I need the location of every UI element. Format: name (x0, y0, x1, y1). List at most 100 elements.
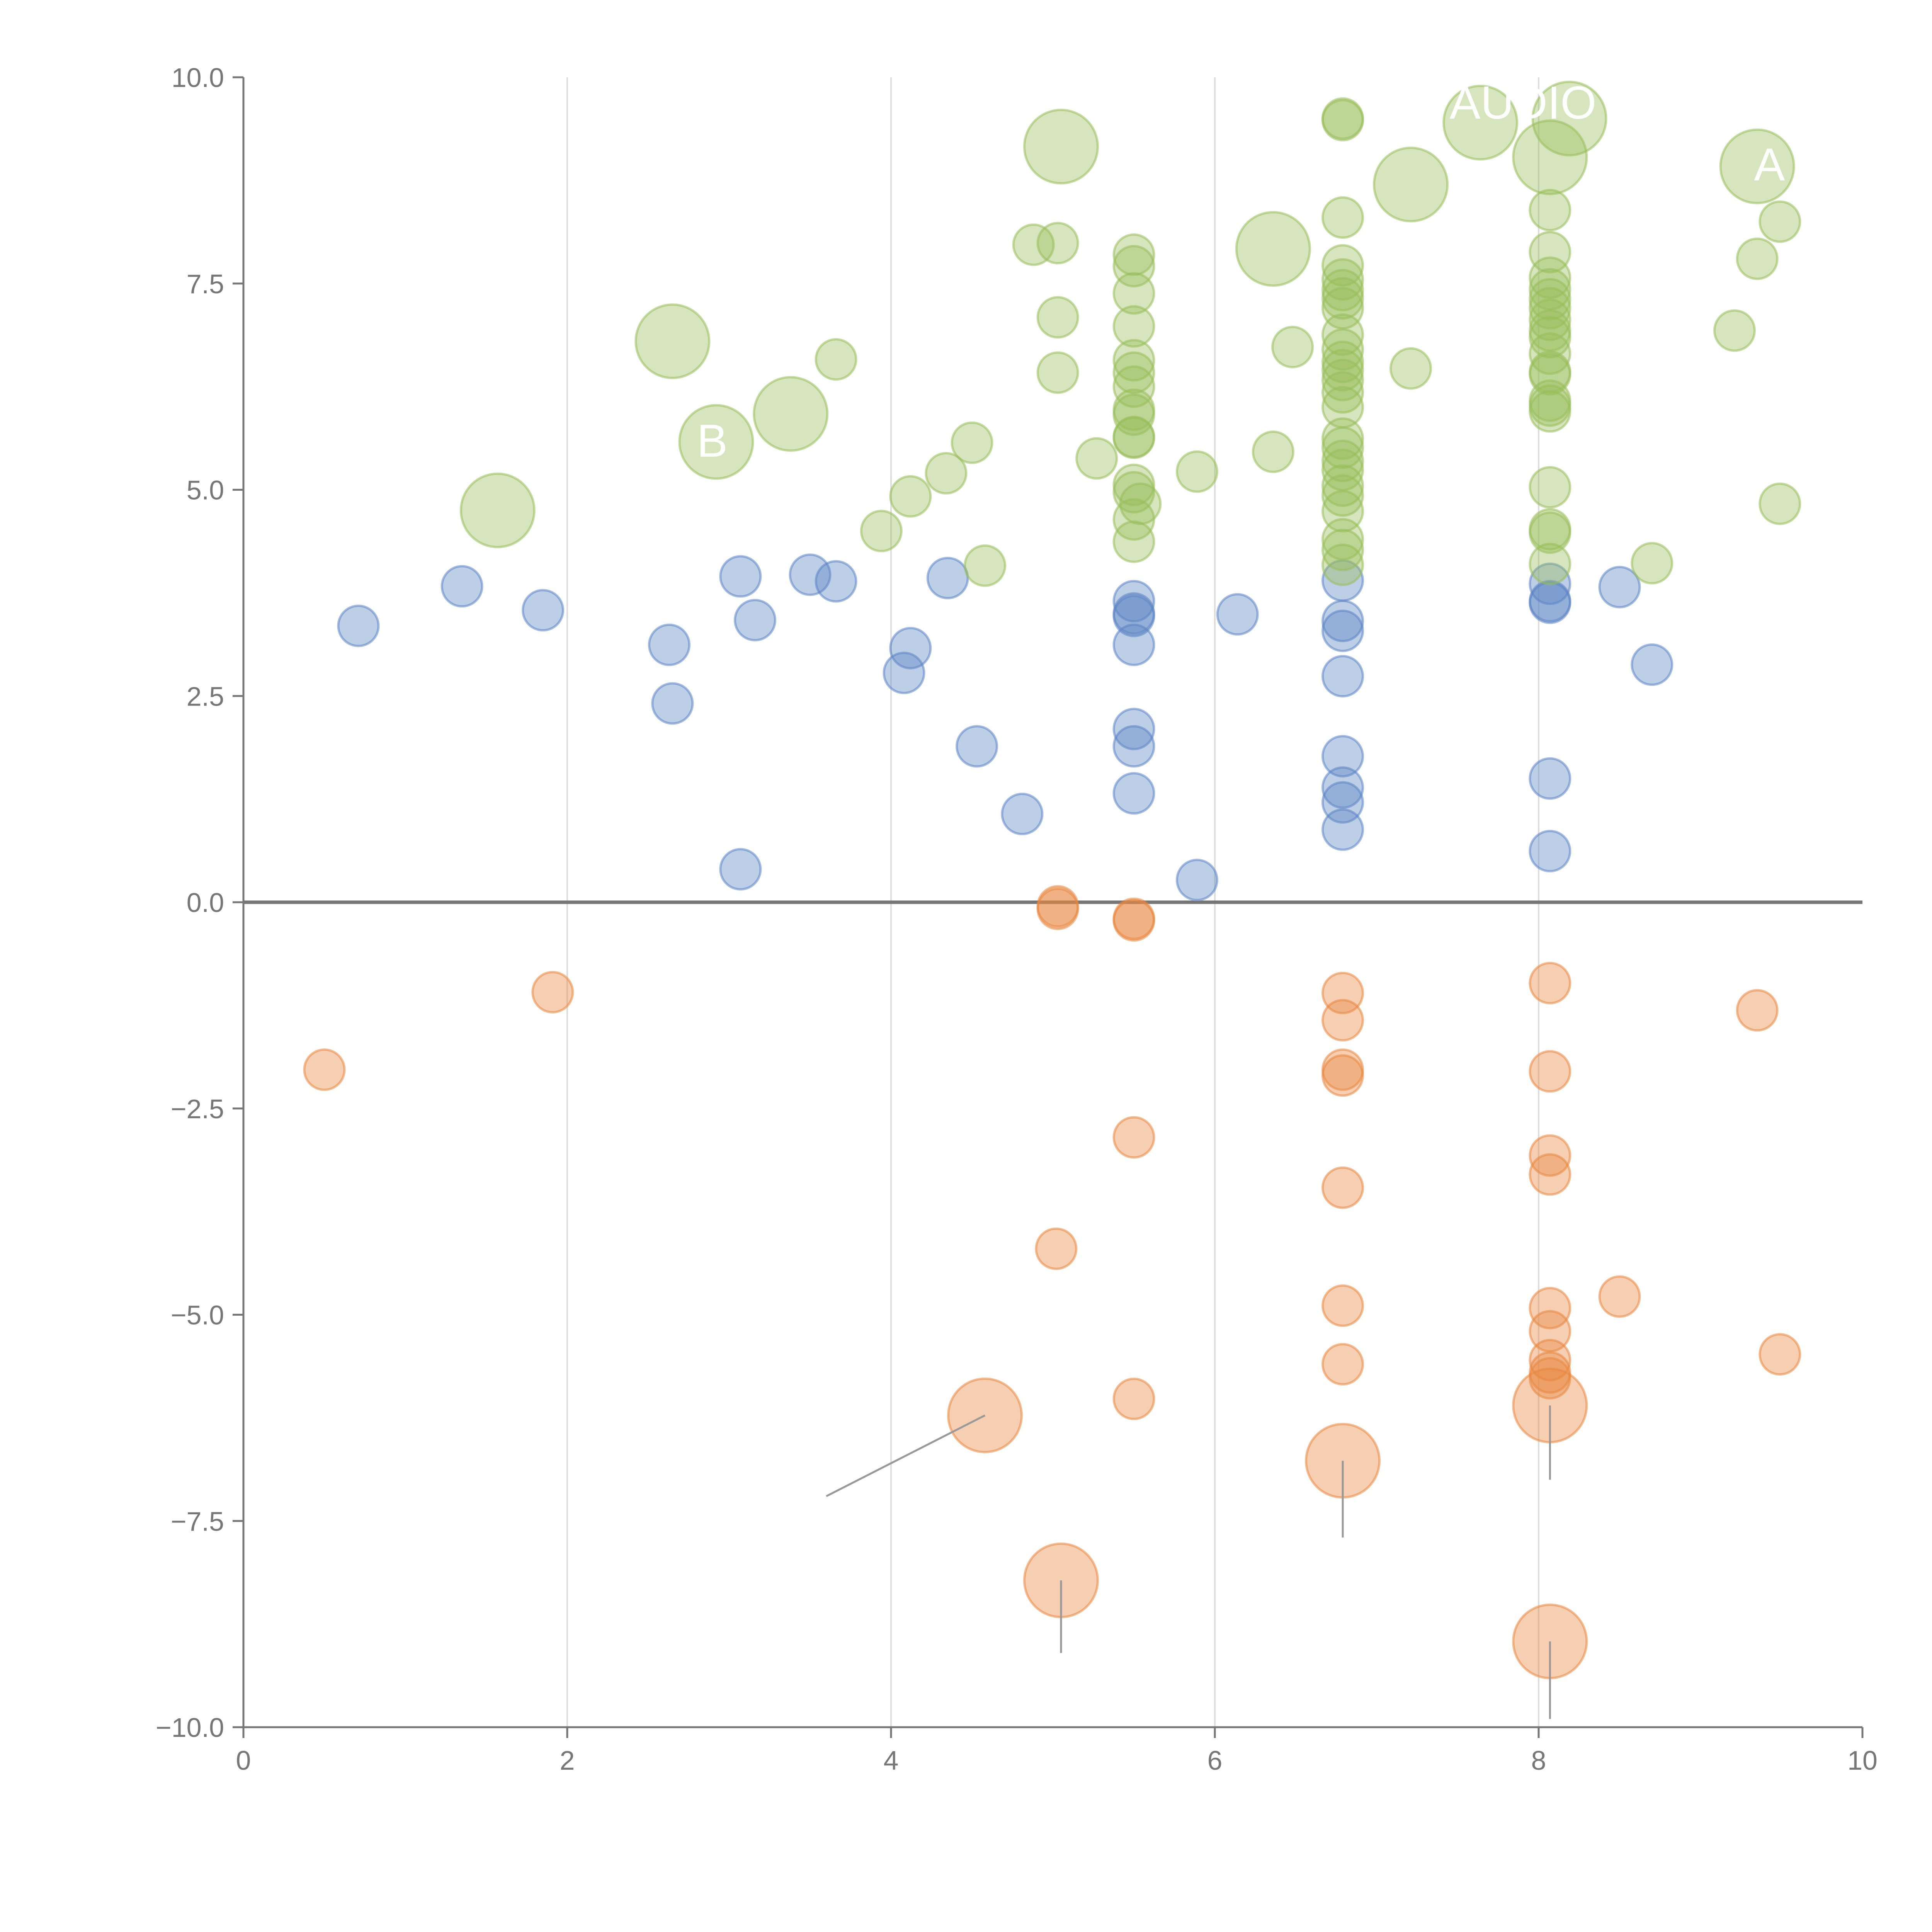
bubble-green (1321, 417, 1364, 460)
bubble-annotation: A (1754, 139, 1785, 190)
bubbles (303, 80, 1801, 1679)
bubble-blue (440, 565, 483, 608)
bubble-blue (815, 560, 857, 603)
bubble-green (889, 475, 932, 518)
bubble-green (1112, 233, 1155, 276)
bubble-green (1529, 466, 1571, 509)
bubble-blue (1529, 581, 1571, 624)
bubble-annotation: B (697, 415, 728, 467)
bubble-orange (1321, 1343, 1364, 1386)
bubble-orange (1036, 888, 1079, 930)
bubble-green (753, 376, 829, 452)
bubble-orange (531, 971, 574, 1014)
bubble-blue (926, 556, 969, 599)
bubble-blue (1112, 772, 1155, 815)
y-tick-label: 10.0 (172, 63, 224, 93)
bubble-blue (1631, 643, 1673, 686)
bubble-green (1529, 511, 1571, 554)
x-tick-label: 4 (884, 1745, 899, 1776)
x-tick-label: 10 (1847, 1745, 1878, 1776)
bubble-orange (1529, 1287, 1571, 1330)
bubble-green (1321, 543, 1364, 586)
bubble-green (1321, 277, 1364, 320)
bubble-orange (303, 1048, 346, 1091)
bubble-green (1036, 222, 1079, 265)
bubble-blue (522, 589, 565, 632)
bubble-green (1321, 196, 1364, 239)
bubble-green (1075, 437, 1118, 480)
bubble-green (1529, 189, 1571, 231)
bubble-green (1271, 326, 1314, 369)
bubble-orange (1529, 1357, 1571, 1400)
bubble-blue (956, 725, 998, 768)
bubble-orange (1035, 1227, 1078, 1270)
bubble-blue (1598, 566, 1641, 609)
bubble-green (1235, 211, 1311, 287)
bubble-green (1112, 498, 1155, 541)
bubble-blue (1321, 735, 1364, 778)
y-tick-label: 0.0 (187, 888, 224, 918)
bubble-blue (719, 848, 762, 891)
bubble-blue (337, 604, 380, 647)
bubble-orange (1112, 899, 1155, 942)
bubble-green (1531, 80, 1607, 156)
bubble-blue (651, 682, 694, 725)
bubble-blue (1112, 580, 1155, 622)
bubble-blue (1112, 595, 1155, 638)
bubble-orange (1529, 1153, 1571, 1196)
bubble-green (1175, 450, 1218, 493)
bubble-orange (1321, 1054, 1364, 1097)
bubble-green (815, 338, 857, 381)
bubble-green (1372, 146, 1449, 223)
bubble-green (925, 452, 968, 495)
bubble-orange (1529, 1050, 1571, 1093)
bubble-green (1719, 128, 1795, 204)
bubble-green (1442, 85, 1519, 161)
bubble-orange (1736, 989, 1779, 1032)
bubble-green (634, 303, 711, 379)
bubble-green (1321, 99, 1364, 142)
bubble-green (1321, 244, 1364, 287)
y-tick-label: 5.0 (187, 475, 224, 505)
bubble-blue (889, 627, 932, 670)
bubble-blue (1529, 757, 1571, 800)
bubble-blue (1321, 766, 1364, 809)
bubble-green (1529, 256, 1571, 299)
bubble-green (1112, 416, 1155, 459)
bubble-green (951, 421, 993, 464)
bubble-orange (1598, 1275, 1641, 1318)
bubble-green (1529, 298, 1571, 341)
bubble-blue (1216, 593, 1259, 636)
bubble-green (964, 544, 1007, 587)
bubble-green (1321, 474, 1364, 517)
bubble-blue (1112, 623, 1155, 666)
x-tick-label: 2 (560, 1745, 575, 1776)
bubble-green (1529, 543, 1571, 585)
bubble-orange (1112, 1378, 1155, 1420)
bubble-green (1321, 518, 1364, 561)
bubble-orange (1112, 1116, 1155, 1159)
bubble-blue (1321, 609, 1364, 652)
bubble-green (1112, 393, 1155, 436)
y-tick-label: −5.0 (171, 1300, 224, 1330)
bubble-green (1736, 237, 1779, 280)
bubble-green (860, 510, 903, 553)
y-tick-label: −2.5 (171, 1094, 224, 1124)
bubble-green (1759, 200, 1801, 243)
bubble-green (1023, 109, 1099, 185)
bubble-green (1529, 316, 1571, 359)
bubble-blue (1529, 830, 1571, 872)
bubble-green (1321, 464, 1364, 507)
bubble-blue (1321, 599, 1364, 642)
bubble-green (1036, 296, 1079, 339)
y-tick-label: 2.5 (187, 681, 224, 711)
bubble-green (1012, 223, 1055, 266)
bubble-green (1036, 351, 1079, 394)
bubble-blue (1112, 707, 1155, 750)
bubble-orange (1321, 1284, 1364, 1327)
bubble-green (1112, 351, 1155, 394)
bubble-green (1321, 439, 1364, 482)
bubble-green (678, 404, 754, 480)
